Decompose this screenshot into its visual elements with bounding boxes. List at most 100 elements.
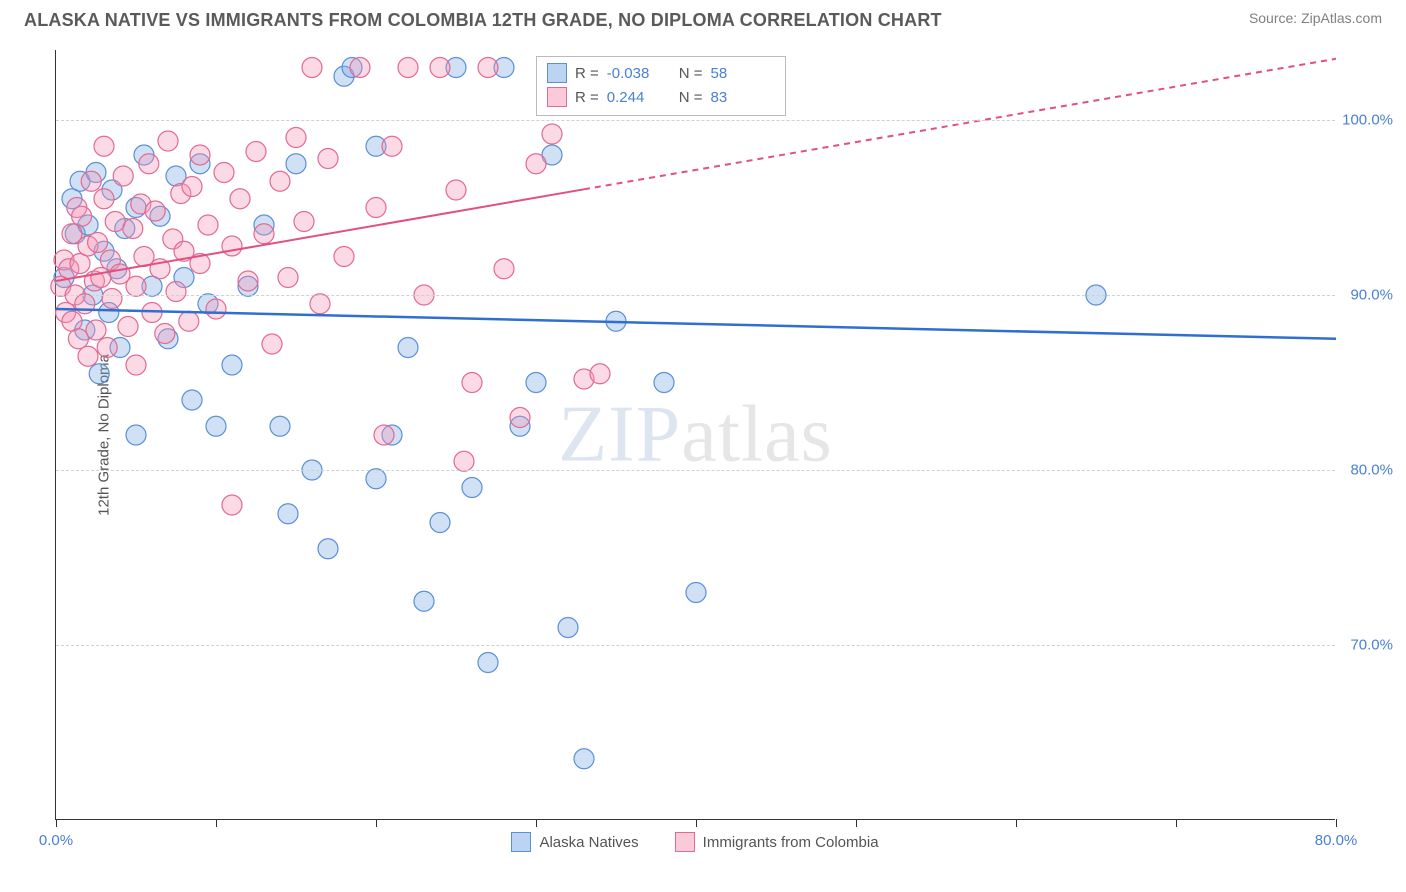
plot-svg	[56, 50, 1336, 820]
scatter-point-pink	[97, 338, 117, 358]
scatter-point-pink	[158, 131, 178, 151]
legend-R-label: R =	[575, 65, 599, 82]
scatter-point-pink	[126, 355, 146, 375]
bottom-legend-label: Alaska Natives	[539, 834, 638, 851]
scatter-point-blue	[574, 749, 594, 769]
legend-stats-row: R = -0.038 N = 58	[547, 61, 775, 85]
legend-swatch-blue	[511, 832, 531, 852]
scatter-point-pink	[590, 364, 610, 384]
scatter-point-pink	[526, 154, 546, 174]
legend-R-value: -0.038	[607, 65, 671, 82]
scatter-point-pink	[262, 334, 282, 354]
scatter-point-pink	[206, 299, 226, 319]
scatter-point-pink	[374, 425, 394, 445]
scatter-point-pink	[190, 145, 210, 165]
scatter-point-pink	[81, 171, 101, 191]
scatter-point-pink	[105, 212, 125, 232]
scatter-point-pink	[366, 198, 386, 218]
scatter-point-pink	[302, 58, 322, 78]
scatter-point-pink	[318, 149, 338, 169]
scatter-point-blue	[222, 355, 242, 375]
x-tick	[376, 819, 377, 827]
scatter-point-pink	[310, 294, 330, 314]
scatter-point-pink	[91, 268, 111, 288]
scatter-point-blue	[654, 373, 674, 393]
scatter-point-pink	[430, 58, 450, 78]
scatter-point-pink	[270, 171, 290, 191]
bottom-legend: Alaska Natives Immigrants from Colombia	[55, 832, 1335, 852]
legend-stats-row: R = 0.244 N = 83	[547, 85, 775, 109]
scatter-point-blue	[89, 364, 109, 384]
scatter-point-pink	[123, 219, 143, 239]
gridline-h	[56, 645, 1335, 646]
scatter-point-blue	[206, 416, 226, 436]
scatter-point-pink	[88, 233, 108, 253]
chart-title: ALASKA NATIVE VS IMMIGRANTS FROM COLOMBI…	[24, 10, 942, 31]
scatter-point-pink	[238, 271, 258, 291]
scatter-point-blue	[558, 618, 578, 638]
scatter-point-pink	[145, 201, 165, 221]
legend-N-label: N =	[679, 89, 703, 106]
scatter-point-blue	[478, 653, 498, 673]
legend-swatch-pink	[547, 87, 567, 107]
scatter-point-pink	[222, 495, 242, 515]
bottom-legend-item: Immigrants from Colombia	[675, 832, 879, 852]
x-tick	[56, 819, 57, 827]
legend-swatch-pink	[675, 832, 695, 852]
scatter-point-pink	[198, 215, 218, 235]
scatter-point-blue	[286, 154, 306, 174]
y-tick-label: 80.0%	[1350, 462, 1393, 479]
chart-header: ALASKA NATIVE VS IMMIGRANTS FROM COLOMBI…	[0, 0, 1406, 37]
scatter-point-pink	[254, 224, 274, 244]
scatter-point-pink	[246, 142, 266, 162]
gridline-h	[56, 120, 1335, 121]
x-tick	[696, 819, 697, 827]
x-tick	[1176, 819, 1177, 827]
x-tick	[536, 819, 537, 827]
trendline-blue	[56, 309, 1336, 339]
scatter-point-pink	[294, 212, 314, 232]
chart-source: Source: ZipAtlas.com	[1249, 10, 1382, 26]
scatter-point-pink	[278, 268, 298, 288]
bottom-legend-label: Immigrants from Colombia	[703, 834, 879, 851]
scatter-point-pink	[155, 324, 175, 344]
scatter-point-blue	[278, 504, 298, 524]
scatter-point-pink	[542, 124, 562, 144]
scatter-point-pink	[166, 282, 186, 302]
scatter-point-pink	[462, 373, 482, 393]
scatter-point-pink	[350, 58, 370, 78]
scatter-point-pink	[454, 451, 474, 471]
chart-region: 12th Grade, No Diploma ZIPatlas R =-0.03…	[55, 50, 1335, 820]
scatter-point-pink	[179, 311, 199, 331]
legend-N-value: 83	[711, 89, 775, 106]
scatter-point-blue	[318, 539, 338, 559]
scatter-point-blue	[414, 591, 434, 611]
y-tick-label: 90.0%	[1350, 287, 1393, 304]
scatter-point-pink	[222, 236, 242, 256]
scatter-point-blue	[686, 583, 706, 603]
y-tick-label: 100.0%	[1342, 112, 1393, 129]
legend-N-label: N =	[679, 65, 703, 82]
scatter-point-pink	[86, 320, 106, 340]
scatter-point-blue	[270, 416, 290, 436]
scatter-point-blue	[526, 373, 546, 393]
scatter-point-pink	[334, 247, 354, 267]
scatter-point-pink	[94, 136, 114, 156]
scatter-point-pink	[398, 58, 418, 78]
gridline-h	[56, 470, 1335, 471]
legend-R-label: R =	[575, 89, 599, 106]
legend-swatch-blue	[547, 63, 567, 83]
scatter-point-pink	[72, 206, 92, 226]
legend-N-value: 58	[711, 65, 775, 82]
scatter-point-pink	[78, 346, 98, 366]
scatter-point-pink	[102, 289, 122, 309]
scatter-point-blue	[182, 390, 202, 410]
scatter-point-pink	[126, 276, 146, 296]
scatter-point-pink	[118, 317, 138, 337]
legend-stats-box: R = -0.038 N = 58 R = 0.244 N = 83	[536, 56, 786, 116]
x-tick	[1016, 819, 1017, 827]
scatter-point-blue	[366, 469, 386, 489]
scatter-point-pink	[139, 154, 159, 174]
legend-R-value: 0.244	[607, 89, 671, 106]
y-tick-label: 70.0%	[1350, 637, 1393, 654]
